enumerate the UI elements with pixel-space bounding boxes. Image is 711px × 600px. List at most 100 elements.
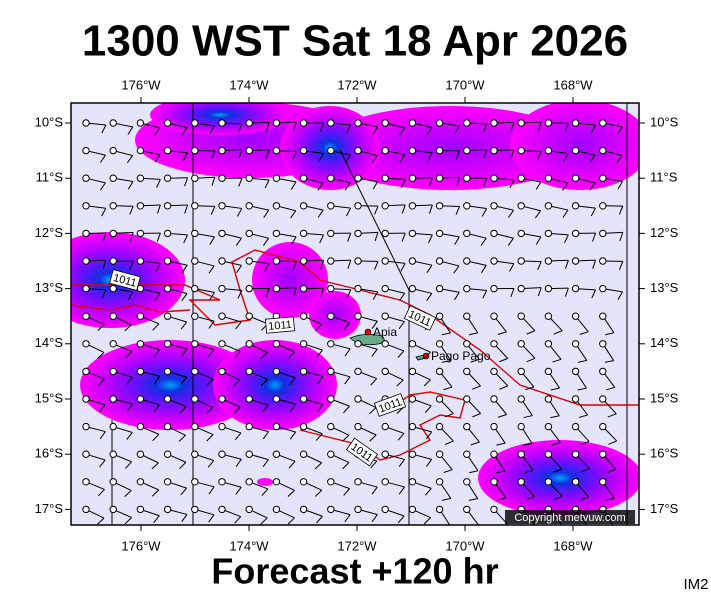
- barb-flag: [374, 261, 379, 270]
- station: [544, 450, 553, 458]
- wind-barb: [299, 146, 324, 162]
- corner-tag: IM2: [683, 576, 708, 593]
- contour-label-box: [373, 393, 407, 417]
- wind-barb: [218, 284, 243, 299]
- station: [544, 229, 553, 238]
- station: [463, 450, 471, 458]
- station: [599, 202, 607, 210]
- barb-flag: [262, 431, 269, 440]
- wind-barb: [191, 395, 214, 415]
- station: [327, 340, 335, 348]
- wind-barb: [191, 146, 216, 160]
- station: [435, 174, 444, 182]
- barb-flag: [129, 232, 134, 242]
- barb-flag: [315, 323, 323, 331]
- barb-flag: [100, 154, 106, 163]
- station: [599, 146, 607, 155]
- wind-barb: [381, 340, 405, 358]
- barb-flag: [126, 403, 133, 412]
- barb-flag: [320, 260, 325, 269]
- wind-barb: [544, 422, 561, 446]
- station: [299, 174, 308, 182]
- station: [245, 119, 253, 127]
- wind-barb: [136, 312, 160, 331]
- station: [490, 174, 498, 182]
- station: [408, 340, 417, 348]
- station: [381, 312, 389, 320]
- station: [327, 284, 335, 293]
- station: [544, 284, 553, 293]
- wind-barb: [571, 284, 597, 299]
- barb-flag: [483, 177, 488, 187]
- contour-label-box: [109, 269, 141, 291]
- station: [245, 478, 253, 486]
- barb-flag: [580, 496, 589, 501]
- barb-flag: [97, 352, 105, 359]
- wind-barb: [272, 202, 297, 219]
- barb-flag: [154, 127, 161, 136]
- station: [408, 119, 417, 127]
- wind-barb: [272, 229, 297, 245]
- station: [163, 312, 172, 320]
- barb-flag: [290, 210, 297, 219]
- wind-barb: [218, 202, 243, 217]
- station: [163, 505, 172, 514]
- barb-flag: [287, 517, 295, 525]
- station: [599, 284, 607, 293]
- barb-flag: [469, 470, 479, 474]
- station: [136, 450, 145, 458]
- station: [327, 119, 335, 127]
- barb-flag: [562, 182, 569, 191]
- station: [82, 422, 90, 431]
- station: [245, 395, 253, 403]
- station: [136, 257, 145, 265]
- wind-barb: [82, 257, 107, 269]
- wind-barb: [435, 174, 461, 186]
- wind-barb: [299, 284, 325, 297]
- station: [435, 505, 444, 514]
- station: [191, 119, 199, 127]
- barb-flag: [525, 386, 534, 391]
- station: [599, 367, 607, 376]
- wind-barb: [571, 229, 597, 242]
- barb-flag: [261, 488, 269, 496]
- barb-flag: [454, 292, 460, 301]
- barb-flag: [526, 357, 536, 363]
- barb-flag: [589, 154, 596, 163]
- station: [299, 422, 308, 431]
- barb-flag: [553, 468, 563, 473]
- station: [408, 422, 417, 431]
- station: [109, 505, 117, 514]
- station: [327, 146, 335, 155]
- wind-barb: [544, 367, 561, 391]
- station: [354, 146, 362, 155]
- station: [463, 367, 471, 376]
- station: [327, 174, 335, 182]
- barb-flag: [441, 359, 451, 363]
- station: [544, 340, 553, 348]
- wind-barb: [136, 284, 161, 301]
- wind-barb: [435, 257, 460, 274]
- copyright-box: [505, 510, 635, 524]
- wind-barb: [218, 395, 241, 414]
- wind-barb: [571, 146, 596, 163]
- station: [381, 284, 389, 293]
- barb-flag: [129, 261, 134, 270]
- y-label: 17°S: [35, 501, 64, 516]
- station: [408, 202, 417, 210]
- barb-flag: [127, 126, 134, 135]
- wind-barb: [299, 119, 325, 132]
- station: [299, 505, 308, 514]
- station: [435, 422, 444, 431]
- barb-flag: [101, 207, 107, 217]
- barb-flag: [428, 234, 433, 244]
- station: [544, 202, 553, 210]
- wind-barb: [571, 340, 588, 363]
- wind-barb: [463, 202, 488, 217]
- barb-flag: [553, 495, 563, 501]
- station: [599, 395, 607, 403]
- barb-flag: [523, 415, 533, 419]
- wind-barb: [245, 367, 268, 387]
- barb-flag: [605, 332, 615, 336]
- barb-flag: [424, 405, 432, 413]
